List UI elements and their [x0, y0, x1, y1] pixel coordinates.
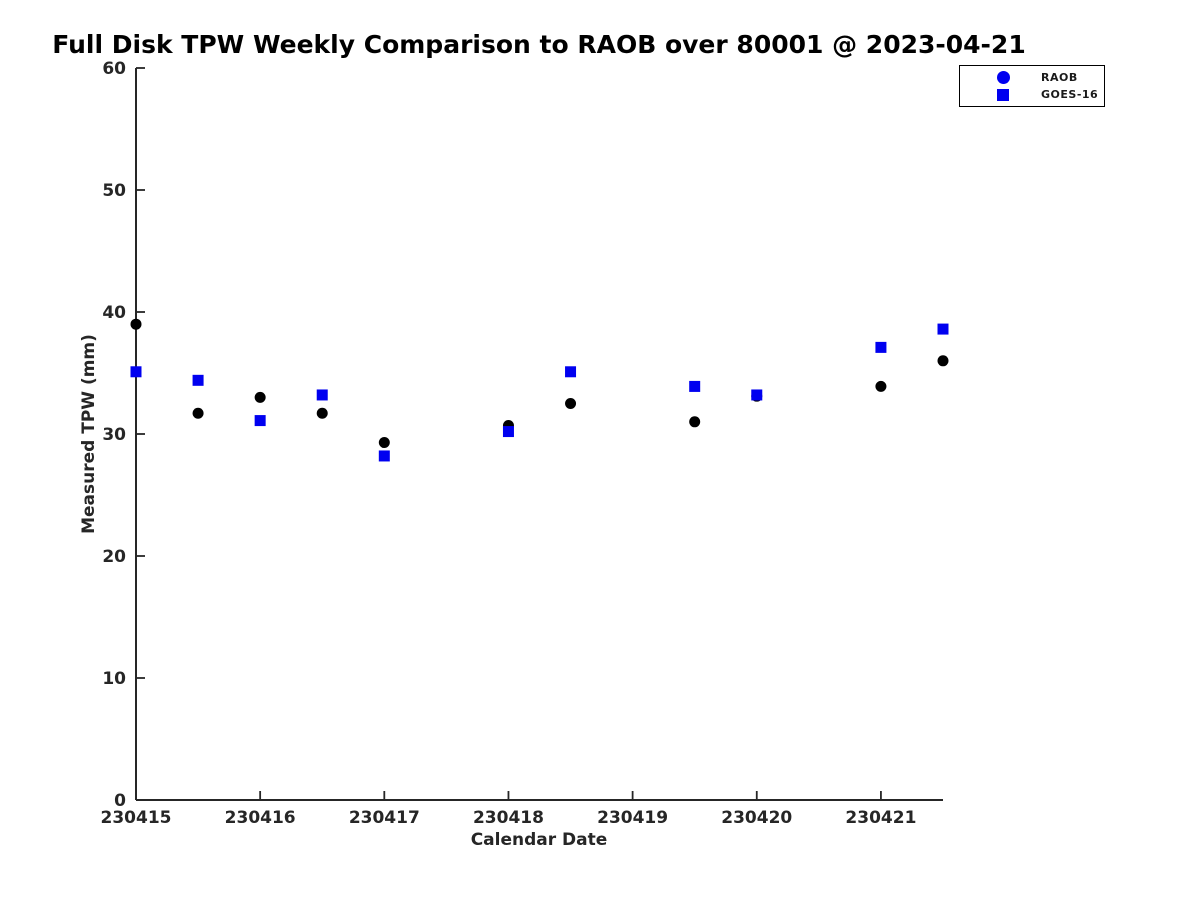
axis-ticks: 230415 230416 230417 230418 230419 230420 2304… [101, 59, 917, 828]
chart-title: Full Disk TPW Weekly Comparison to RAOB … [52, 30, 1026, 59]
x-tick-label: 230419 [597, 808, 668, 828]
legend-label-raob: RAOB [1041, 70, 1078, 84]
x-tick-label: 230421 [845, 808, 916, 828]
data-point-raob [875, 380, 887, 392]
y-tick-label: 40 [102, 303, 126, 323]
y-axis-label: Measured TPW (mm) [79, 334, 99, 534]
goes16-legend-swatch [997, 88, 1009, 101]
data-point-goes-16 [502, 426, 514, 438]
data-point-goes-16 [689, 380, 701, 392]
y-tick-label: 10 [102, 669, 126, 689]
data-point-raob [689, 416, 701, 428]
y-tick-label: 20 [102, 547, 126, 567]
data-point-raob [937, 355, 949, 367]
data-point-goes-16 [130, 366, 142, 378]
data-point-goes-16 [937, 323, 949, 335]
x-tick-label: 230416 [225, 808, 296, 828]
data-point-raob [192, 407, 204, 419]
x-tick-label: 230415 [101, 808, 172, 828]
data-point-goes-16 [192, 374, 204, 386]
y-tick-label: 50 [102, 181, 126, 201]
data-point-raob [378, 437, 390, 449]
data-point-goes-16 [565, 366, 577, 378]
data-markers [130, 318, 949, 462]
x-tick-label: 230418 [473, 808, 544, 828]
data-point-raob [565, 398, 577, 409]
data-point-raob [130, 318, 142, 330]
legend: RAOB GOES-16 [959, 65, 1105, 107]
raob-legend-swatch [996, 70, 1010, 84]
x-tick-label: 230417 [349, 808, 420, 828]
data-point-goes-16 [378, 450, 390, 462]
y-tick-label: 30 [102, 425, 126, 445]
legend-item-goes16: GOES-16 [960, 86, 1104, 103]
data-point-goes-16 [316, 389, 328, 401]
raob-circle-marker-icon [996, 70, 1010, 84]
data-point-raob [316, 407, 328, 419]
data-point-raob [254, 391, 266, 403]
data-point-goes-16 [254, 415, 266, 427]
x-tick-label: 230420 [721, 808, 792, 828]
data-point-goes-16 [875, 341, 887, 353]
data-point-goes-16 [751, 389, 763, 401]
goes16-square-marker-icon [996, 88, 1010, 102]
y-tick-label: 0 [114, 791, 126, 811]
legend-label-goes16: GOES-16 [1041, 88, 1099, 102]
x-axis-label: Calendar Date [470, 830, 608, 850]
legend-item-raob: RAOB [960, 69, 1104, 86]
y-tick-label: 60 [102, 59, 126, 79]
